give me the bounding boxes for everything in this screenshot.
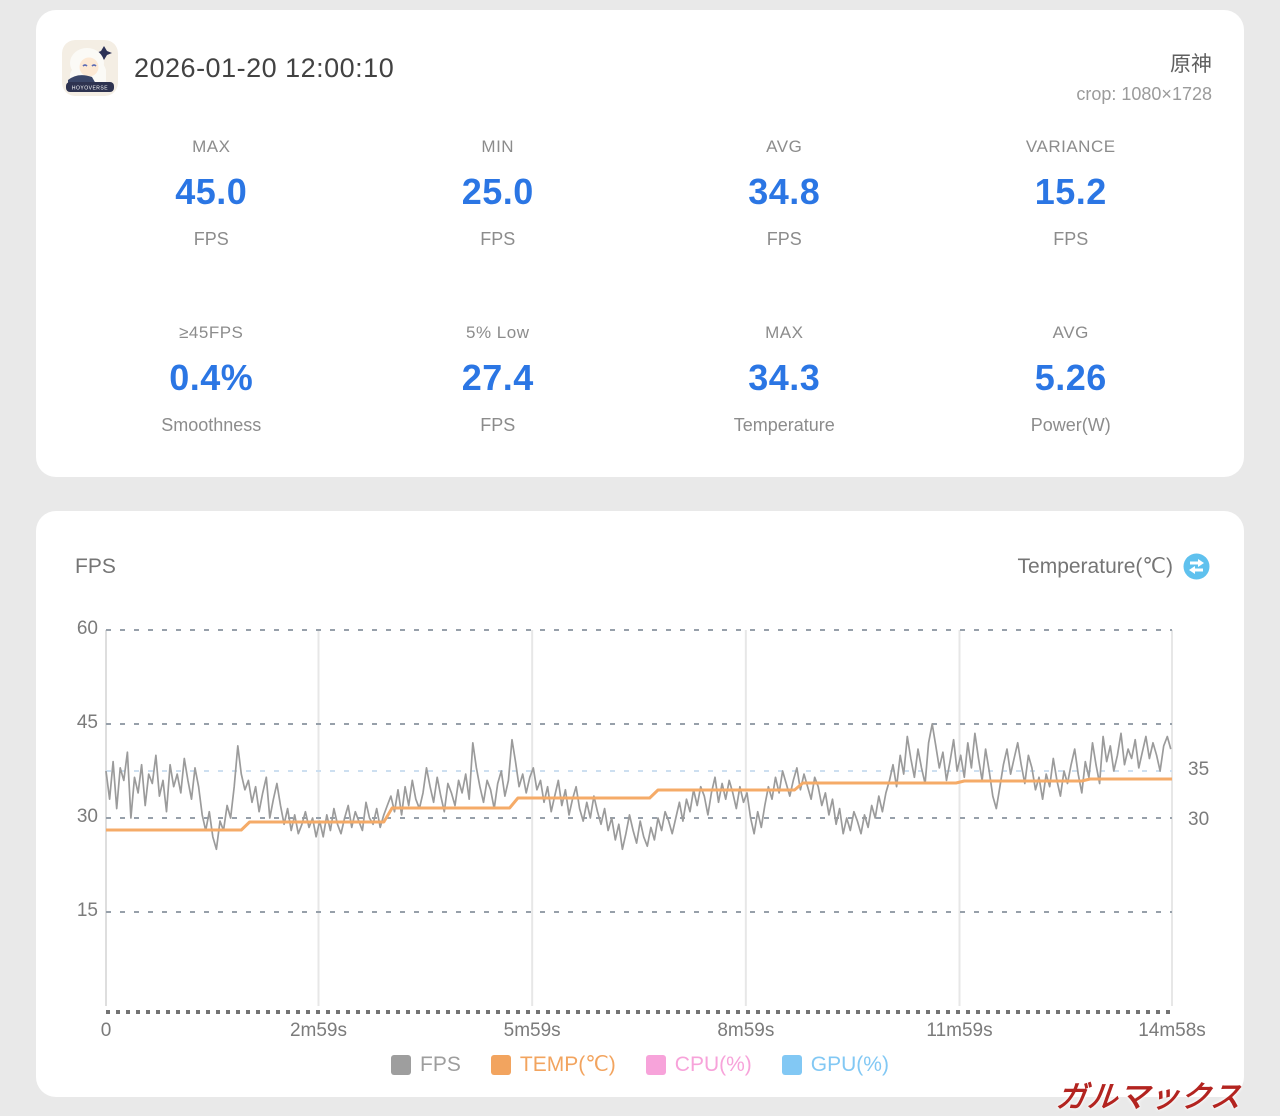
legend-item-gpu[interactable]: GPU(%)	[781, 1052, 889, 1077]
stat-smoothness: ≥45FPS 0.4% Smoothness	[68, 323, 355, 436]
stat-unit: FPS	[766, 229, 802, 249]
y-axis-tick-left: 15	[76, 900, 98, 921]
stat-value: 34.8	[748, 171, 821, 212]
stat-label: MIN	[481, 137, 515, 156]
stat-value: 5.26	[1034, 357, 1107, 398]
y-axis-tick-right: 30	[1188, 809, 1210, 830]
stat-value: 25.0	[461, 171, 534, 212]
app-info: 原神 crop: 1080×1728	[1076, 48, 1212, 105]
stat-value: 45.0	[175, 171, 248, 212]
stat-5pct-low: 5% Low 27.4 FPS	[355, 323, 642, 436]
y-axis-tick-left: 30	[76, 806, 98, 827]
right-axis-title: Temperature(℃)	[1017, 555, 1173, 578]
stat-label: AVG	[766, 137, 803, 156]
stat-label: AVG	[1052, 323, 1089, 342]
stats-card: HOYOVERSE 2026-01-20 12:00:10 原神 crop: 1…	[36, 10, 1244, 477]
stat-label: MAX	[192, 137, 231, 156]
stat-unit: FPS	[1053, 229, 1089, 249]
genshin-app-icon: HOYOVERSE	[62, 40, 118, 96]
stat-value: 27.4	[461, 357, 534, 398]
stat-avg-power: AVG 5.26 Power(W)	[928, 323, 1215, 436]
legend-item-fps[interactable]: FPS	[391, 1053, 461, 1077]
stat-label: VARIANCE	[1025, 137, 1116, 156]
svg-text:HOYOVERSE: HOYOVERSE	[72, 86, 108, 92]
legend-swatch-fps	[391, 1054, 412, 1075]
stat-variance-fps: VARIANCE 15.2 FPS	[928, 137, 1215, 250]
legend-label-temp: TEMP(℃)	[519, 1053, 616, 1076]
right-axis-selector: Temperature(℃)	[1018, 553, 1210, 580]
x-axis-tick: 14m58s	[1138, 1020, 1206, 1041]
legend-item-temp[interactable]: TEMP(℃)	[490, 1052, 616, 1077]
x-axis-tick: 8m59s	[717, 1020, 775, 1041]
chart-card: FPS Temperature(℃) FPS TEMP(℃) CPU(%) GP…	[36, 511, 1244, 1097]
garumax-watermark: ガルマックス	[1054, 1081, 1244, 1114]
x-axis-tick: 11m59s	[926, 1020, 993, 1041]
legend-label-fps: FPS	[420, 1052, 461, 1076]
legend-swatch-cpu	[645, 1054, 666, 1075]
stat-value: 34.3	[748, 357, 821, 398]
y-axis-tick-left: 60	[76, 618, 98, 639]
legend-label-gpu: GPU(%)	[810, 1052, 889, 1076]
stat-unit: Smoothness	[161, 415, 262, 435]
stat-unit: FPS	[480, 415, 516, 435]
stat-unit: FPS	[480, 229, 516, 249]
app-icon: HOYOVERSE	[62, 40, 118, 96]
chart-legend: FPS TEMP(℃) CPU(%) GPU(%)	[36, 1052, 1244, 1077]
stat-value: 15.2	[1034, 171, 1107, 212]
stat-unit: FPS	[193, 229, 229, 249]
stats-row-1: MAX 45.0 FPS MIN 25.0 FPS AVG 34.8 FPS V…	[68, 137, 1214, 250]
x-axis-tick: 0	[100, 1020, 112, 1041]
stat-label: MAX	[765, 323, 804, 342]
x-axis-tick: 5m59s	[503, 1020, 561, 1041]
app-name: 原神	[1170, 53, 1212, 76]
stat-unit: Temperature	[733, 415, 835, 435]
y-axis-tick-left: 45	[76, 712, 98, 733]
left-axis-title: FPS	[75, 555, 116, 578]
x-axis-tick: 2m59s	[289, 1020, 347, 1041]
crop-resolution: crop: 1080×1728	[1076, 84, 1212, 104]
legend-swatch-gpu	[781, 1054, 802, 1075]
legend-item-cpu[interactable]: CPU(%)	[645, 1052, 752, 1077]
stat-max-temperature: MAX 34.3 Temperature	[641, 323, 928, 436]
y-axis-tick-right: 35	[1188, 759, 1210, 780]
stat-unit: Power(W)	[1030, 415, 1111, 435]
stats-row-2: ≥45FPS 0.4% Smoothness 5% Low 27.4 FPS M…	[68, 323, 1214, 436]
stat-value: 0.4%	[169, 357, 254, 398]
fps-temperature-chart	[105, 629, 1173, 1014]
stat-max-fps: MAX 45.0 FPS	[68, 137, 355, 250]
legend-swatch-temp	[490, 1054, 511, 1075]
stat-label: ≥45FPS	[179, 323, 244, 342]
record-timestamp: 2026-01-20 12:00:10	[134, 53, 395, 83]
stat-avg-fps: AVG 34.8 FPS	[641, 137, 928, 250]
swap-axis-icon[interactable]	[1183, 553, 1210, 580]
stat-label: 5% Low	[466, 323, 530, 342]
stat-min-fps: MIN 25.0 FPS	[355, 137, 642, 250]
legend-label-cpu: CPU(%)	[674, 1052, 752, 1076]
